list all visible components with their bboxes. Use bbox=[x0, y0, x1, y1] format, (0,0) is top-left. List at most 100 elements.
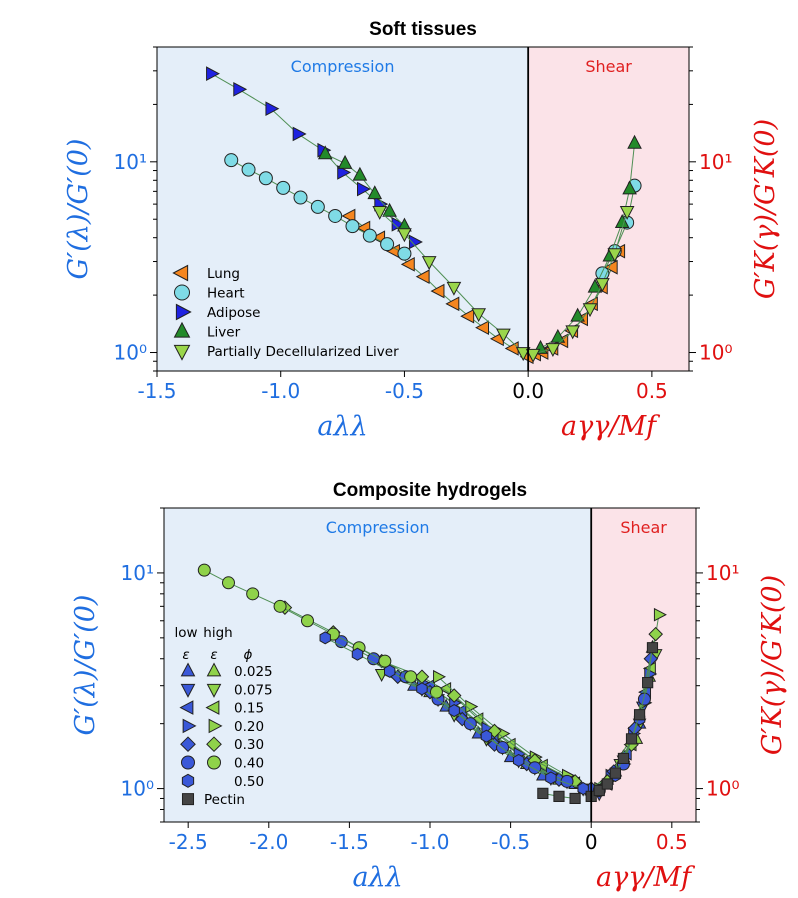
compression-label: Compression bbox=[326, 518, 430, 537]
data-point bbox=[607, 248, 623, 263]
legend-marker-low bbox=[179, 700, 194, 715]
legend-marker-high bbox=[205, 700, 220, 715]
data-point bbox=[258, 171, 273, 186]
legend-label: Adipose bbox=[207, 305, 261, 321]
legend-marker-high bbox=[207, 755, 221, 770]
data-point bbox=[367, 185, 383, 200]
legend-marker bbox=[174, 284, 190, 301]
data-point bbox=[317, 145, 333, 160]
data-point bbox=[565, 325, 581, 340]
data-point bbox=[421, 256, 437, 271]
data-point bbox=[496, 328, 511, 343]
data-point bbox=[445, 296, 460, 312]
shear-label: Shear bbox=[585, 57, 632, 76]
y-tick-label-left: 10¹ bbox=[114, 150, 147, 174]
series-3 bbox=[317, 134, 642, 354]
data-point bbox=[550, 328, 566, 343]
data-point bbox=[446, 688, 462, 703]
legend-label: Heart bbox=[207, 286, 245, 302]
data-point bbox=[378, 654, 392, 668]
data-point bbox=[617, 752, 630, 765]
y-tick-label-right: 10¹ bbox=[699, 150, 732, 174]
data-point bbox=[319, 631, 331, 645]
data-point bbox=[357, 181, 371, 197]
x-tick-label: -1.5 bbox=[137, 379, 176, 403]
data-point bbox=[515, 347, 531, 362]
data-point bbox=[293, 190, 308, 205]
data-point bbox=[609, 767, 621, 779]
legend-phi: ϕ bbox=[244, 647, 253, 663]
shear-label: Shear bbox=[620, 518, 667, 537]
data-point bbox=[512, 753, 525, 768]
legend-phi-value: 0.30 bbox=[234, 737, 264, 753]
series-4 bbox=[372, 205, 635, 363]
legend-marker-high bbox=[208, 718, 223, 734]
legend-col-low: low bbox=[174, 625, 197, 641]
data-point bbox=[569, 792, 581, 805]
data-point bbox=[537, 787, 549, 799]
legend-label: Liver bbox=[207, 325, 241, 341]
y-tick-label-right: 10¹ bbox=[706, 561, 739, 585]
data-point bbox=[416, 682, 428, 696]
data-point bbox=[337, 165, 352, 180]
data-point bbox=[384, 664, 396, 678]
data-point bbox=[380, 237, 395, 252]
data-point bbox=[545, 771, 557, 785]
chart-panel-1: Composite hydrogels Compression Shear -2.5 -… bbox=[70, 480, 788, 893]
legend-marker-high bbox=[206, 662, 222, 677]
data-point bbox=[400, 257, 415, 272]
x-axis-label-left: aλλ bbox=[317, 411, 367, 442]
data-point bbox=[633, 709, 646, 721]
data-point bbox=[352, 166, 368, 181]
x-axis-label-left: aλλ bbox=[352, 862, 402, 893]
data-point bbox=[408, 234, 423, 250]
legend: Lung Heart Adipose Liver Partially Decellula… bbox=[172, 264, 399, 361]
chart-title: Composite hydrogels bbox=[333, 480, 527, 501]
legend-marker-low bbox=[181, 773, 195, 788]
data-point bbox=[525, 348, 541, 363]
x-tick-label: 0.5 bbox=[636, 379, 668, 403]
legend-marker-low bbox=[181, 755, 195, 770]
x-tick-label: -1.0 bbox=[261, 379, 300, 403]
legend-phi-value: 0.025 bbox=[234, 664, 273, 680]
data-point bbox=[465, 699, 479, 714]
compression-label: Compression bbox=[291, 57, 395, 76]
legend-col-high: high bbox=[203, 625, 232, 641]
data-point bbox=[642, 677, 654, 689]
y-tick-label-left: 10⁰ bbox=[114, 341, 147, 365]
legend-marker-high bbox=[206, 683, 222, 698]
legend-phi-value: 0.075 bbox=[234, 682, 273, 698]
legend-epsilon-high: ε bbox=[210, 647, 217, 663]
series-line bbox=[204, 569, 437, 693]
data-point bbox=[233, 81, 248, 97]
data-point bbox=[448, 704, 460, 718]
data-point bbox=[362, 228, 377, 243]
chart-panel-0: Soft tissues Compression Shear -1.5 -1.0 -0.5… bbox=[63, 19, 781, 442]
x-tick-label: -0.5 bbox=[385, 379, 424, 403]
legend-marker bbox=[173, 344, 191, 361]
data-point bbox=[545, 343, 561, 358]
data-point bbox=[553, 790, 565, 802]
legend-epsilon-low: ε bbox=[182, 647, 189, 663]
y-axis-label-right: G′K(γ)/G′K(0) bbox=[750, 119, 781, 299]
legend-marker-low bbox=[180, 736, 196, 753]
legend-marker-low bbox=[182, 718, 197, 734]
x-axis-label-right: aγγ/Mf bbox=[596, 862, 695, 893]
data-point bbox=[197, 563, 211, 577]
data-point bbox=[582, 303, 598, 318]
legend-phi-value: 0.40 bbox=[234, 756, 264, 772]
data-point bbox=[300, 614, 314, 628]
plot-frame bbox=[156, 46, 690, 372]
data-point bbox=[397, 246, 412, 261]
chart-title: Soft tissues bbox=[369, 19, 477, 40]
data-point bbox=[241, 162, 256, 177]
data-point bbox=[627, 134, 642, 149]
data-point bbox=[351, 647, 364, 661]
y-axis-label-left: G′(λ)/G′(0) bbox=[63, 139, 94, 280]
x-tick-label: -2.5 bbox=[169, 830, 208, 854]
legend-label: Partially Decellularized Liver bbox=[207, 344, 399, 360]
data-point bbox=[273, 599, 287, 613]
data-point bbox=[446, 281, 462, 296]
legend-marker bbox=[173, 321, 191, 338]
